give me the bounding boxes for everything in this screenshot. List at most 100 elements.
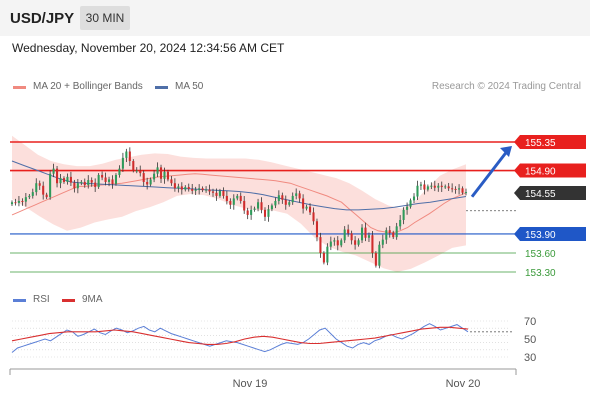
candle-body <box>305 206 308 209</box>
x-tick-label: Nov 20 <box>446 378 481 390</box>
candle-body <box>128 151 131 162</box>
candle <box>218 188 221 198</box>
candle-body <box>187 187 190 189</box>
candle <box>430 182 433 190</box>
forecast-arrow-shaft <box>470 149 510 198</box>
candle <box>367 232 371 242</box>
candle-body <box>139 170 142 174</box>
candle <box>416 180 419 200</box>
candle <box>461 186 464 195</box>
candle-body <box>229 200 232 205</box>
level-labels: 155.35 154.90 154.55 153.90 153.60 153.30 <box>514 135 586 279</box>
candle <box>125 148 128 163</box>
candle-body <box>444 186 447 188</box>
candle-body <box>184 187 187 190</box>
candle <box>257 198 260 212</box>
candle <box>381 234 384 249</box>
candle <box>437 183 440 192</box>
candle-body <box>347 229 350 234</box>
legend-ma20-label: MA 20 + Bollinger Bands <box>33 81 143 92</box>
candle <box>170 175 173 186</box>
time-axis: Nov 19 Nov 20 <box>9 368 517 390</box>
candle-body <box>360 227 364 241</box>
candle-body <box>291 195 294 203</box>
candle-body <box>38 183 41 186</box>
candle-body <box>430 185 433 187</box>
candle <box>312 207 315 225</box>
rsi-tick-70: 70 <box>524 316 536 328</box>
candle-body <box>270 205 273 210</box>
candle-body <box>426 186 429 190</box>
candle <box>402 207 405 225</box>
candle-body <box>250 209 253 215</box>
candle-body <box>257 202 260 209</box>
candle <box>333 237 336 246</box>
candle-body <box>104 177 107 182</box>
candle-body <box>260 202 263 210</box>
candle <box>184 185 187 192</box>
candle-body <box>326 246 329 263</box>
candle <box>94 178 97 192</box>
candle-body <box>440 185 443 188</box>
candle-body <box>274 200 277 206</box>
candle-body <box>281 195 284 200</box>
candle-body <box>66 176 69 182</box>
candle <box>364 222 367 242</box>
candle <box>42 181 45 200</box>
candle <box>319 232 322 258</box>
bollinger-band <box>12 135 466 272</box>
candle <box>146 177 149 190</box>
candle-body <box>309 206 312 213</box>
candle <box>28 194 31 200</box>
candle <box>392 230 395 240</box>
candle <box>121 152 124 173</box>
candle <box>433 180 436 192</box>
timestamp: Wednesday, November 20, 2024 12:34:56 AM… <box>12 41 285 55</box>
legend-ma50: MA 50 <box>155 81 215 95</box>
candle <box>73 179 76 193</box>
candle <box>412 193 416 204</box>
candle-body <box>118 168 121 175</box>
candle-body <box>243 200 246 211</box>
candle <box>142 170 145 187</box>
symbol-title: USD/JPY <box>10 10 75 27</box>
candle <box>14 198 17 206</box>
candle <box>59 173 62 189</box>
rsi-tick-30: 30 <box>524 352 536 364</box>
legend-ma20-swatch <box>13 86 26 89</box>
candle <box>198 184 201 195</box>
candle <box>288 200 291 207</box>
candle-body <box>52 168 55 174</box>
candle-body <box>211 191 215 193</box>
candle <box>253 206 256 212</box>
candle <box>187 183 190 192</box>
candle-body <box>423 184 426 190</box>
candle-body <box>232 198 235 205</box>
level-tag-154.90: 154.90 <box>514 163 586 178</box>
candle-body <box>392 232 395 238</box>
candle <box>309 203 312 216</box>
candle <box>246 207 249 220</box>
candle <box>10 200 14 207</box>
candlesticks <box>10 147 468 269</box>
candle <box>444 184 447 189</box>
candle <box>139 165 142 177</box>
candle <box>211 188 215 197</box>
candle <box>267 205 270 222</box>
candle <box>159 164 163 183</box>
candle-body <box>378 244 381 266</box>
legend-9ma-swatch <box>62 299 75 302</box>
candle-body <box>367 235 371 238</box>
candle <box>250 205 253 220</box>
candle <box>260 197 263 214</box>
candle <box>128 147 131 166</box>
level-tag-box <box>514 135 586 149</box>
bollinger-band-area <box>12 135 466 272</box>
candle-body <box>263 209 267 217</box>
timeframe-button[interactable]: 30 MIN <box>80 6 130 30</box>
candle-body <box>343 229 346 241</box>
legend-9ma: 9MA <box>62 294 112 308</box>
candle <box>191 183 194 195</box>
candle <box>38 180 41 190</box>
candle-body <box>31 192 34 196</box>
